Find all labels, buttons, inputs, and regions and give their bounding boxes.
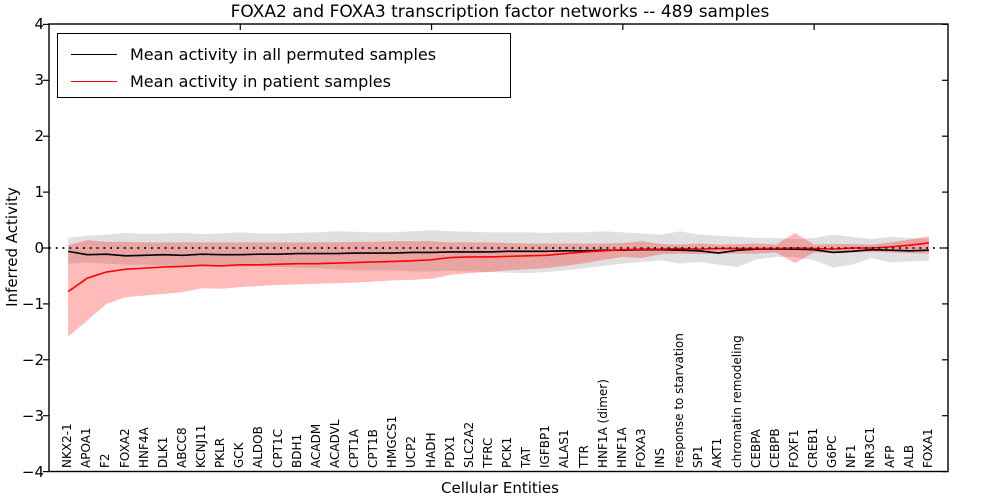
y-tick-label: 0 [34, 239, 44, 257]
x-tick-label: ABCC8 [174, 427, 189, 468]
x-tick-label: CREB1 [806, 427, 821, 468]
x-tick-label: FOXA2 [117, 428, 132, 468]
permuted-mean-line [67, 248, 929, 257]
legend-label-patient: Mean activity in patient samples [130, 71, 391, 91]
x-tick-label: TTR [576, 445, 591, 468]
legend-row-patient: Mean activity in patient samples [58, 68, 391, 94]
y-tick-label: 4 [34, 15, 44, 34]
x-tick-label: HNF4A [136, 427, 151, 468]
x-tick-label: chromatin remodeling [729, 335, 744, 468]
x-tick-label: ALB [901, 444, 916, 468]
x-tick-label: FOXF1 [786, 429, 801, 468]
x-tick-label: AFP [882, 445, 897, 468]
x-tick-label: CPT1C [270, 429, 285, 468]
y-tick-label: −4 [21, 462, 44, 481]
patient-line-sample [71, 80, 117, 82]
x-tick-label: ACADM [308, 423, 323, 468]
x-tick-label: G6PC [825, 435, 840, 468]
x-tick-label: AKT1 [710, 437, 725, 468]
x-tick-label: FOXA1 [920, 428, 935, 468]
x-tick-label: PCK1 [500, 436, 515, 468]
x-axis-label: Cellular Entities [441, 479, 559, 497]
x-tick-label: CPT1A [347, 429, 362, 468]
legend-row-permuted: Mean activity in all permuted samples [58, 41, 436, 67]
y-tick-label: 1 [34, 183, 44, 202]
x-tick-label: HNF1A (dimer) [595, 379, 610, 468]
y-tick-label: −2 [21, 350, 44, 369]
chart-title: FOXA2 and FOXA3 transcription factor net… [230, 2, 770, 22]
x-tick-label: SLC2A2 [461, 421, 476, 468]
y-tick-label: 3 [34, 71, 44, 90]
x-tick-label: NF1 [844, 444, 859, 468]
x-tick-label: HNF1A [614, 427, 629, 468]
x-tick-label: NKX2-1 [60, 423, 75, 468]
x-tick-label: HMGCS1 [385, 415, 400, 468]
x-tick-label: ALAS1 [557, 429, 572, 468]
x-tick-label: INS [653, 447, 668, 468]
x-tick-label: SP1 [691, 445, 706, 469]
x-tick-label: HADH [423, 432, 438, 469]
y-tick-label: −3 [21, 406, 44, 425]
x-tick-label: GCK [232, 442, 247, 468]
x-tick-label: NR3C1 [863, 427, 878, 468]
x-tick-label: F2 [98, 453, 113, 468]
x-tick-label: IGFBP1 [538, 425, 553, 468]
x-tick-label: TAT [519, 446, 534, 468]
x-tick-label: CEBPA [748, 429, 763, 468]
x-tick-label: FOXA3 [633, 428, 648, 468]
x-tick-label: PKLR [213, 437, 228, 468]
legend-label-permuted: Mean activity in all permuted samples [130, 44, 437, 64]
patient-band [68, 232, 929, 337]
y-tick-label: 2 [34, 127, 44, 146]
x-tick-label: ALDOB [251, 426, 266, 468]
x-tick-label: PDX1 [442, 435, 457, 468]
permuted-line-sample [71, 53, 117, 55]
x-tick-label: BDH1 [289, 433, 304, 468]
x-tick-label: APOA1 [79, 427, 94, 468]
x-tick-label: response to starvation [672, 333, 687, 468]
y-tick-label: −1 [21, 294, 44, 313]
x-tick-label: CPT1B [366, 429, 381, 468]
legend: Mean activity in all permuted samples Me… [57, 33, 511, 98]
x-tick-label: CEBPB [767, 428, 782, 468]
x-tick-label: TFRC [480, 437, 495, 468]
patient-mean-line [67, 242, 929, 293]
x-tick-label: KCNJ11 [194, 424, 209, 468]
x-tick-label: DLK1 [155, 436, 170, 468]
x-tick-label: ACADVL [327, 419, 342, 468]
x-tick-label: UCP2 [404, 435, 419, 468]
